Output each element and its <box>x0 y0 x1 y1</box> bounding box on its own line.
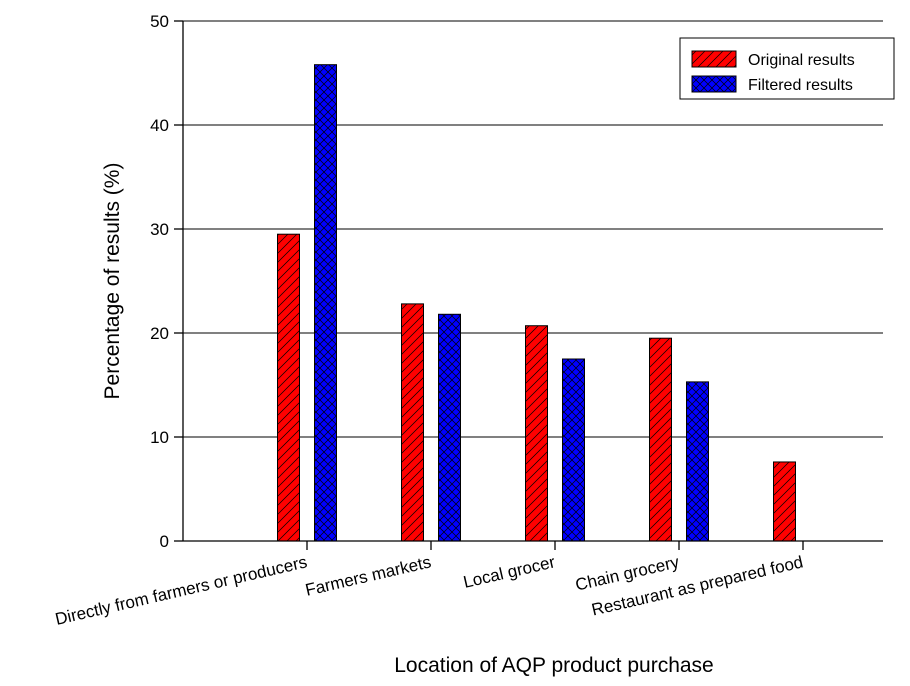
x-axis-title: Location of AQP product purchase <box>394 654 714 677</box>
y-tick-label: 10 <box>150 428 169 447</box>
axes <box>182 21 883 542</box>
bar-original-4 <box>773 461 796 542</box>
bar-filtered-3 <box>686 381 709 542</box>
x-ticks: Directly from farmers or producersFarmer… <box>53 541 805 629</box>
bar-original-2 <box>525 325 548 542</box>
x-tick-label: Farmers markets <box>303 552 432 599</box>
y-tick-label: 40 <box>150 116 169 135</box>
bar-original-1 <box>401 303 424 542</box>
y-axis-title: Percentage of results (%) <box>101 163 124 400</box>
legend-label-original: Original results <box>748 52 855 69</box>
legend-swatch-original <box>691 50 737 68</box>
bar-filtered-1 <box>438 313 461 542</box>
y-ticks: 0 10 20 30 40 50 <box>150 12 183 551</box>
bar-filtered-0 <box>314 64 337 542</box>
x-tick-label: Directly from farmers or producers <box>53 552 309 629</box>
y-tick-label: 30 <box>150 220 169 239</box>
legend: Original results Filtered results <box>679 37 895 100</box>
x-tick-label: Local grocer <box>461 552 557 592</box>
y-tick-label: 50 <box>150 12 169 31</box>
y-tick-label: 0 <box>160 532 169 551</box>
bar-filtered-2 <box>562 358 585 542</box>
legend-swatch-filtered <box>691 75 737 93</box>
y-tick-label: 20 <box>150 324 169 343</box>
bar-original-0 <box>277 233 300 542</box>
bars <box>277 64 796 542</box>
legend-label-filtered: Filtered results <box>748 77 853 94</box>
bar-original-3 <box>649 337 672 542</box>
x-tick-label: Restaurant as prepared food <box>590 552 805 619</box>
